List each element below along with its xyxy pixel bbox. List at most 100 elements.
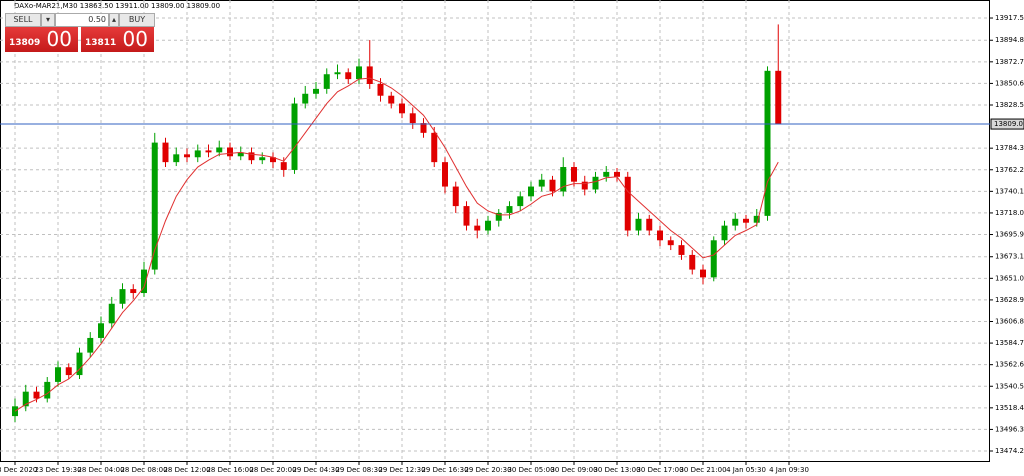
candle-body bbox=[184, 154, 190, 158]
candle-body bbox=[302, 93, 309, 104]
candle-body bbox=[689, 254, 696, 270]
candle-body bbox=[635, 218, 642, 231]
candle-body bbox=[22, 391, 29, 407]
x-tick-label: 30 Dec 17:00 bbox=[636, 466, 683, 474]
candle-body bbox=[538, 179, 545, 187]
candle-body bbox=[323, 74, 330, 89]
y-tick-label: 13917.55 bbox=[995, 14, 1024, 22]
candle-body bbox=[205, 150, 212, 153]
candle-body bbox=[743, 218, 749, 223]
candle-body bbox=[87, 337, 94, 353]
x-tick-label: 30 Dec 21:00 bbox=[679, 466, 726, 474]
y-tick-label: 13784.30 bbox=[995, 144, 1024, 152]
candle-body bbox=[377, 84, 384, 96]
lot-spinner[interactable]: ▴ bbox=[109, 13, 119, 27]
y-tick-label: 13518.45 bbox=[995, 404, 1024, 412]
candle-body bbox=[506, 206, 513, 213]
candle-body bbox=[12, 406, 18, 417]
candle-body bbox=[291, 103, 298, 170]
candle-body bbox=[55, 367, 61, 382]
candle-body bbox=[495, 212, 502, 221]
y-tick-label: 13496.35 bbox=[995, 425, 1024, 433]
plot-frame bbox=[0, 0, 990, 462]
x-tick-label: 29 Dec 08:30 bbox=[335, 466, 382, 474]
candle-body bbox=[485, 220, 491, 231]
candle-body bbox=[173, 154, 180, 163]
sell-button[interactable]: SELL bbox=[5, 13, 41, 27]
current-price-box bbox=[990, 118, 1024, 130]
candle-body bbox=[775, 70, 782, 125]
candle-body bbox=[248, 152, 255, 161]
y-tick-label: 13695.90 bbox=[995, 231, 1024, 239]
x-tick-label: 4 Jan 05:30 bbox=[726, 466, 766, 474]
candle-body bbox=[592, 176, 599, 190]
candle-body bbox=[549, 179, 556, 192]
lot-input[interactable]: 0.50 bbox=[55, 13, 109, 27]
buy-price-main: 13811 bbox=[85, 38, 117, 48]
y-tick-label: 13850.60 bbox=[995, 79, 1024, 87]
candle-body bbox=[98, 323, 104, 338]
sell-price-box[interactable]: 13809 00 bbox=[5, 27, 78, 52]
chart-title: DAXo-MAR21,M30 13863.50 13911.00 13809.0… bbox=[14, 2, 220, 10]
candle-body bbox=[345, 72, 352, 80]
sell-price-pips: 00 bbox=[46, 27, 72, 51]
candle-body bbox=[764, 70, 771, 216]
candle-body bbox=[753, 215, 760, 223]
candle-body bbox=[366, 66, 373, 84]
y-tick-label: 13651.05 bbox=[995, 274, 1024, 282]
candle-body bbox=[33, 391, 40, 399]
y-tick-label: 13584.75 bbox=[995, 339, 1024, 347]
candle-body bbox=[141, 269, 147, 294]
candle-body bbox=[710, 240, 717, 278]
candle-body bbox=[452, 186, 459, 207]
y-tick-label: 13762.20 bbox=[995, 166, 1024, 174]
candle-body bbox=[581, 181, 588, 190]
x-tick-label: 23 Dec 19:30 bbox=[34, 466, 81, 474]
buy-button[interactable]: BUY bbox=[119, 13, 155, 27]
candle-body bbox=[603, 171, 610, 177]
y-tick-label: 13540.55 bbox=[995, 382, 1024, 390]
candle-body bbox=[280, 162, 287, 170]
candle-body bbox=[721, 225, 728, 241]
candle-body bbox=[194, 150, 201, 158]
candle-body bbox=[227, 147, 233, 157]
candle-body bbox=[517, 196, 524, 207]
lot-dropdown[interactable]: ▾ bbox=[41, 13, 55, 27]
candle-body bbox=[151, 142, 158, 270]
x-tick-label: 28 Dec 12:00 bbox=[163, 466, 210, 474]
candle-body bbox=[313, 88, 319, 94]
candle-body bbox=[431, 132, 438, 163]
candle-body bbox=[700, 269, 706, 278]
x-tick-label: 30 Dec 05:00 bbox=[507, 466, 554, 474]
y-tick-label: 13718.00 bbox=[995, 209, 1024, 217]
candle-body bbox=[76, 352, 83, 376]
y-tick-label: 13740.10 bbox=[995, 187, 1024, 195]
x-tick-label: 28 Dec 08:00 bbox=[120, 466, 167, 474]
candle-body bbox=[237, 152, 244, 157]
candle-body bbox=[259, 157, 266, 161]
candle-body bbox=[463, 206, 470, 226]
x-tick-label: 29 Dec 20:30 bbox=[464, 466, 511, 474]
candle-body bbox=[409, 113, 416, 124]
candle-body bbox=[528, 186, 534, 197]
candle-body bbox=[614, 171, 620, 177]
y-tick-label: 13828.50 bbox=[995, 101, 1024, 109]
y-tick-label: 13474.25 bbox=[995, 447, 1024, 455]
x-tick-label: 30 Dec 13:00 bbox=[593, 466, 640, 474]
candle-body bbox=[162, 142, 169, 163]
buy-price-box[interactable]: 13811 00 bbox=[81, 27, 154, 52]
y-tick-label: 13894.80 bbox=[995, 36, 1024, 44]
x-tick-label: 29 Dec 04:30 bbox=[292, 466, 339, 474]
candle-body bbox=[334, 72, 341, 75]
candle-body bbox=[624, 176, 631, 231]
candle-body bbox=[44, 381, 51, 399]
candle-body bbox=[216, 147, 223, 153]
candle-body bbox=[571, 167, 577, 182]
y-tick-label: 13673.15 bbox=[995, 253, 1024, 261]
x-tick-label: 23 Dec 2020 bbox=[0, 466, 37, 474]
candle-body bbox=[356, 66, 362, 80]
y-tick-label: 13872.70 bbox=[995, 58, 1024, 66]
x-tick-label: 28 Dec 16:00 bbox=[206, 466, 253, 474]
